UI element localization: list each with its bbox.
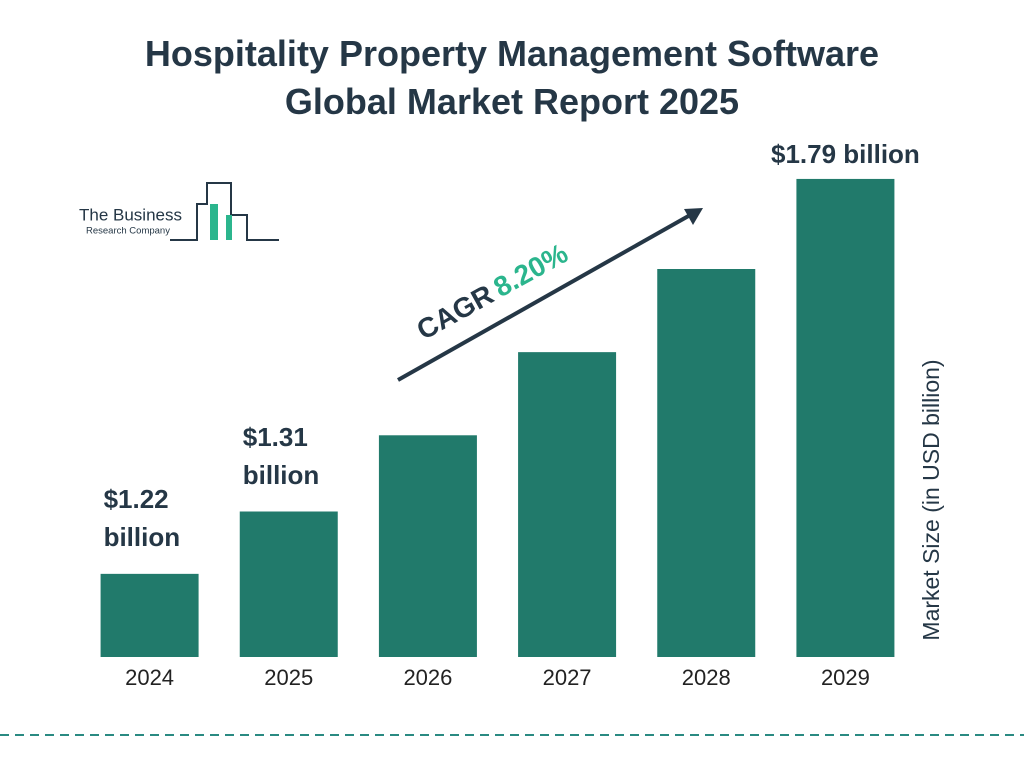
value-label: $1.31 billion [242,421,320,490]
cagr-arrow [397,212,693,382]
value-label: $1.79 billion [770,138,920,169]
bar [657,269,756,657]
value-label: $1.22 billion [103,483,181,552]
x-tick-label: 2024 [125,665,174,690]
bar [518,352,617,657]
x-tick-label: 2026 [403,665,452,690]
chart-title: Hospitality Property Management Software… [144,33,880,122]
logo-text: The Business [79,205,182,224]
bar [100,573,199,657]
bar [378,435,477,657]
bar [239,511,338,657]
x-tick-label: 2027 [543,665,592,690]
logo-text: Research Company [86,226,170,237]
logo [170,182,279,241]
x-tick-label: 2029 [821,665,870,690]
cagr-label: CAGR [411,279,498,346]
y-axis-label: Market Size (in USD billion) [918,359,944,640]
x-tick-label: 2028 [682,665,731,690]
bar [796,178,895,657]
cagr-arrow-head [684,208,703,225]
cagr: CAGR 8.20% [411,237,573,345]
cagr-value: 8.20% [488,237,573,303]
x-tick-label: 2025 [264,665,313,690]
